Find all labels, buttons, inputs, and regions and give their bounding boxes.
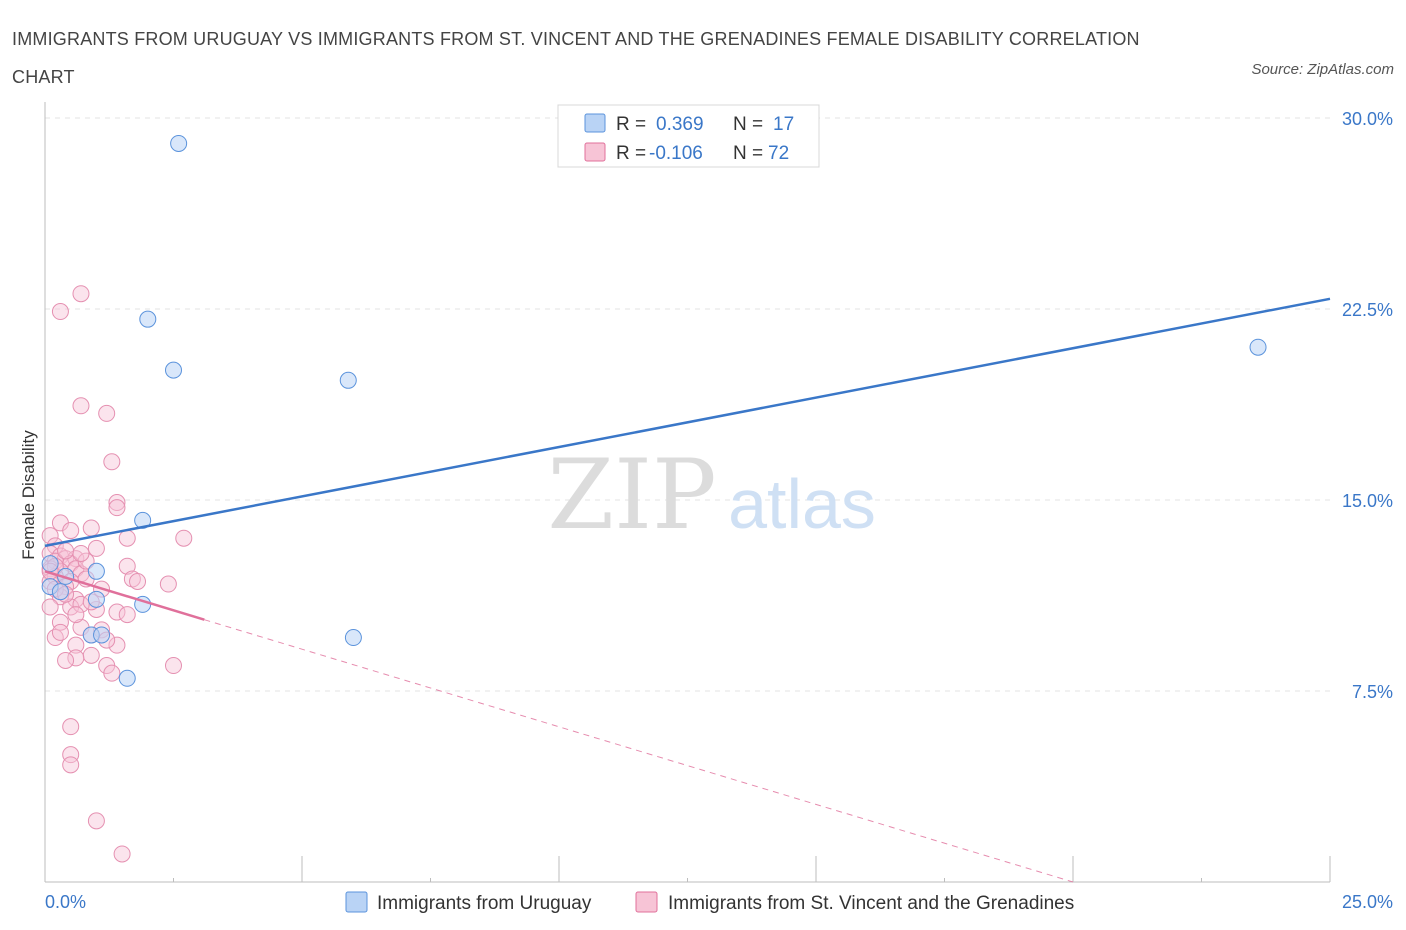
stats-legend: R = 0.369 N = 17 R = -0.106 N = 72: [557, 104, 820, 168]
watermark: ZIP atlas: [547, 439, 876, 551]
source-label: Source: ZipAtlas.com: [1251, 61, 1394, 78]
trend-line-svg-extension: [204, 619, 1074, 883]
legend-r-value-uruguay: 0.369: [656, 114, 704, 135]
legend-n-label-svg: N =: [733, 143, 763, 164]
watermark-atlas: atlas: [728, 465, 876, 543]
legend-n-value-uruguay: 17: [773, 114, 794, 135]
uruguay-point-0: [170, 134, 188, 152]
legend-swatch-uruguay: [584, 113, 606, 133]
uruguay-point-2: [165, 361, 182, 379]
y-tick-label-2: 22.5%: [1342, 300, 1393, 320]
uruguay-point-1: [139, 310, 157, 328]
uruguay-point-5: [134, 511, 152, 529]
chart-title: IMMIGRANTS FROM URUGUAY VS IMMIGRANTS FR…: [12, 29, 1140, 87]
legend-r-value-svg: -0.106: [649, 143, 703, 164]
grid-lines: [45, 117, 1330, 692]
legend-n-value-svg: 72: [768, 143, 789, 164]
uruguay-point-6: [87, 562, 105, 580]
bottom-legend-swatch-svg: [635, 891, 658, 913]
bottom-legend-swatch-uruguay: [345, 891, 368, 913]
uruguay-point-9: [87, 590, 105, 608]
uruguay-point-13: [344, 629, 362, 647]
uruguay-point-4: [1249, 338, 1267, 356]
y-tick-labels: 7.5% 15.0% 22.5% 30.0%: [1342, 109, 1393, 702]
trend-line-svg: [44, 570, 205, 621]
trend-line-uruguay: [44, 297, 1331, 548]
uruguay-point-14: [118, 669, 136, 687]
axes: [44, 102, 1331, 883]
legend-n-label-uruguay: N =: [733, 114, 763, 135]
bottom-legend-label-uruguay: Immigrants from Uruguay: [377, 893, 592, 914]
trend-lines: [44, 297, 1331, 883]
uruguay-point-8: [51, 583, 69, 601]
y-tick-label-3: 30.0%: [1342, 109, 1393, 129]
watermark-zip: ZIP: [547, 439, 716, 551]
x-tick-labels: 0.0% 25.0%: [45, 892, 1393, 912]
legend-r-label-svg: R =: [616, 143, 646, 164]
x-tick-label-min: 0.0%: [45, 892, 86, 912]
series-uruguay-points: [41, 134, 1267, 687]
uruguay-point-15: [41, 555, 59, 573]
legend-swatch-svg: [584, 142, 606, 162]
y-tick-label-0: 7.5%: [1352, 682, 1393, 702]
x-tick-label-max: 25.0%: [1342, 892, 1393, 912]
uruguay-point-12: [93, 626, 111, 644]
legend-r-label-uruguay: R =: [616, 114, 646, 135]
series-legend: Immigrants from Uruguay Immigrants from …: [345, 891, 1074, 914]
uruguay-point-3: [339, 371, 357, 389]
y-tick-label-1: 15.0%: [1342, 491, 1393, 511]
y-axis-label: Female Disability: [19, 430, 38, 560]
bottom-legend-label-svg: Immigrants from St. Vincent and the Gren…: [668, 893, 1074, 914]
